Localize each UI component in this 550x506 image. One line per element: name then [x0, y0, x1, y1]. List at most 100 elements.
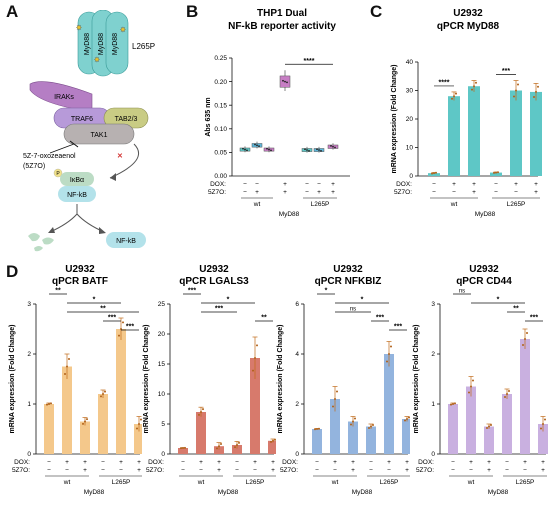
replicate-point: [334, 146, 336, 149]
replicate-point: [472, 379, 474, 382]
chart-b-title-line: THP1 Dual: [257, 8, 307, 19]
5z7o-sign: −: [451, 467, 455, 474]
chart-d1-title-line: U2932: [65, 264, 95, 275]
replicate-point: [332, 405, 334, 408]
irak-label: IRAKs: [54, 94, 74, 101]
chart-d3-title-line: qPCR NFKBIZ: [315, 276, 382, 287]
chart-d2-title-line: qPCR LGALS3: [179, 276, 249, 287]
replicate-point: [517, 83, 519, 86]
bar-mark: [250, 358, 260, 454]
group-label: L265P: [246, 479, 265, 486]
5z7o-sign: −: [119, 467, 123, 474]
significance-label: ***: [188, 288, 196, 295]
ikba-label: IκBα: [70, 177, 84, 184]
dox-sign: +: [217, 459, 221, 466]
replicate-point: [272, 439, 274, 442]
y-tick-label: 0: [409, 173, 413, 180]
replicate-point: [122, 321, 124, 324]
bar-mark: [268, 440, 276, 454]
5z7o-sign: −: [505, 467, 509, 474]
dox-sign: +: [351, 459, 355, 466]
replicate-point: [435, 171, 437, 174]
replicate-point: [64, 373, 66, 375]
5z7o-sign: +: [541, 467, 545, 474]
bar-mark: [538, 424, 548, 454]
5z7o-sign: −: [369, 467, 373, 474]
y-axis-label: Abs 635 nm: [205, 97, 212, 136]
5z7o-sign: −: [253, 467, 257, 474]
replicate-point: [50, 402, 52, 405]
replicate-point: [256, 144, 258, 147]
replicate-point: [490, 424, 492, 426]
5z7o-sign: −: [432, 189, 436, 196]
panel-letter-d: D: [6, 262, 19, 281]
dox-row-label: DOX:: [282, 459, 298, 466]
replicate-point: [431, 172, 433, 175]
y-axis-label: mRNA expression (Fold Change): [413, 324, 420, 433]
y-tick-label: 4: [295, 351, 299, 358]
group-label: wt: [450, 201, 458, 208]
traf6-label: TRAF6: [71, 116, 93, 123]
replicate-point: [86, 418, 88, 421]
replicate-point: [515, 89, 517, 92]
bar-mark: [484, 426, 494, 454]
dox-row-label: DOX:: [396, 181, 412, 188]
y-tick-label: 0.25: [214, 55, 227, 62]
5z7o-row-label: 5Z7O:: [12, 467, 30, 474]
panel-letter-c: C: [370, 2, 383, 21]
replicate-point: [68, 358, 70, 360]
replicate-point: [504, 396, 506, 398]
5z7o-sign: +: [217, 467, 221, 474]
replicate-point: [544, 418, 546, 421]
chart-b: THP1 Dual NF-kB reporter activity 0.00 0.05…: [205, 8, 350, 218]
group-label: wt: [331, 479, 339, 486]
replicate-point: [316, 428, 318, 430]
replicate-point: [354, 417, 356, 420]
myd88-protein-3: [105, 11, 129, 75]
phospho-circle: [53, 168, 63, 178]
replicate-point: [330, 145, 332, 147]
y-tick-label: 15: [158, 361, 166, 368]
5z7o-sign: +: [472, 189, 476, 196]
dox-sign: −: [432, 181, 436, 188]
degraded-fragment-3: [34, 246, 43, 252]
replicate-point: [390, 345, 392, 348]
5z7o-row-label: 5Z7O:: [416, 467, 434, 474]
replicate-point: [84, 420, 86, 423]
dox-sign: +: [472, 181, 476, 188]
5z7o-sign: −: [469, 467, 473, 474]
inhibitor-abbrev: (5Z7O): [23, 163, 45, 170]
x-axis-label: MyD88: [279, 211, 300, 218]
significance-label: *: [325, 288, 328, 295]
5z7o-sign: +: [271, 467, 275, 474]
chart-d4-title-line: U2932: [469, 264, 499, 275]
replicate-point: [372, 424, 374, 426]
y-tick-label: 1: [27, 401, 31, 408]
activation-arrow: [109, 143, 139, 179]
replicate-point: [136, 427, 138, 430]
dox-sign: +: [119, 459, 123, 466]
replicate-point: [234, 446, 236, 449]
panel-letter-a: A: [6, 2, 19, 21]
bar-mark: [366, 426, 376, 454]
replicate-point: [334, 398, 336, 400]
dox-sign: −: [101, 459, 105, 466]
y-tick-label: 10: [158, 391, 166, 398]
replicate-point: [542, 423, 544, 425]
replicate-point: [370, 425, 372, 428]
bar-mark: [178, 448, 188, 454]
bar-mark: [80, 421, 90, 454]
replicate-point: [455, 92, 457, 95]
bar-mark: [62, 366, 72, 454]
group-label: L265P: [112, 479, 131, 486]
dox-sign: +: [387, 459, 391, 466]
replicate-point: [258, 145, 260, 148]
replicate-point: [314, 428, 316, 431]
bar-mark: [468, 86, 480, 176]
replicate-point: [118, 334, 120, 337]
tak1-shape: [63, 123, 135, 145]
replicate-point: [408, 416, 410, 419]
arrowhead-2: [48, 227, 55, 233]
bar-mark: [530, 91, 542, 176]
